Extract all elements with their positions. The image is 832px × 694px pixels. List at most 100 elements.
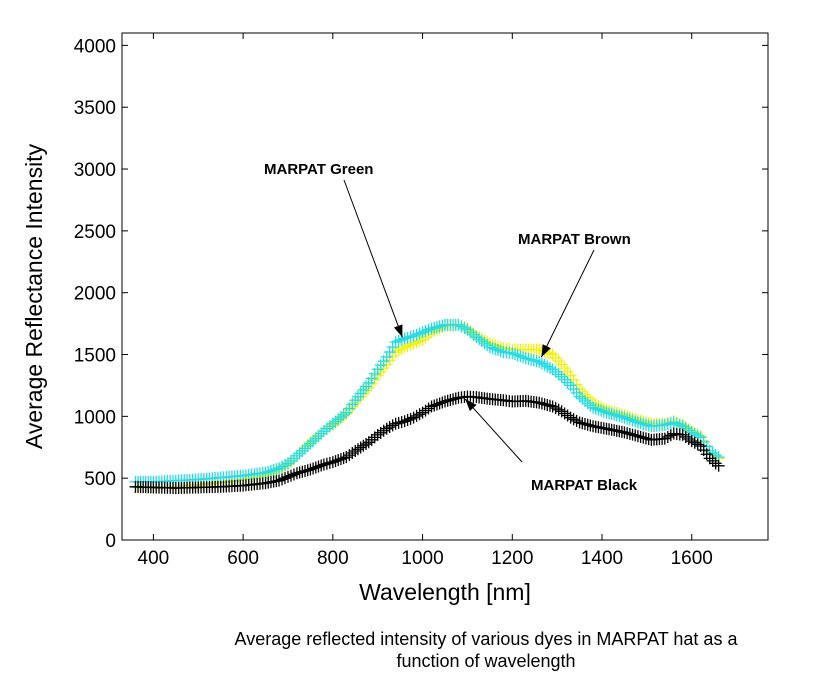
data-point bbox=[284, 469, 297, 482]
data-point bbox=[600, 406, 613, 419]
data-point bbox=[589, 402, 602, 415]
arrow-head bbox=[465, 399, 477, 411]
data-point bbox=[546, 348, 559, 361]
data-point bbox=[422, 402, 435, 415]
y-tick-label: 2500 bbox=[74, 222, 116, 243]
data-point bbox=[281, 457, 294, 470]
data-point bbox=[293, 466, 306, 479]
data-point bbox=[555, 370, 568, 383]
data-point bbox=[549, 351, 562, 364]
data-point bbox=[419, 325, 432, 338]
x-tick-label: 1600 bbox=[671, 548, 713, 569]
data-point bbox=[278, 472, 291, 485]
data-point bbox=[486, 342, 499, 355]
y-tick-label: 3000 bbox=[74, 160, 116, 181]
data-point bbox=[301, 440, 314, 453]
data-point bbox=[389, 417, 402, 430]
data-point bbox=[398, 332, 411, 345]
data-point bbox=[489, 343, 502, 356]
data-point bbox=[334, 453, 347, 466]
annotation-arrow bbox=[343, 179, 403, 338]
data-point bbox=[273, 474, 286, 487]
annotation-label: MARPAT Black bbox=[531, 477, 638, 494]
data-point bbox=[307, 435, 320, 448]
data-point bbox=[587, 401, 600, 414]
data-point bbox=[623, 427, 636, 440]
data-point bbox=[527, 354, 540, 367]
data-point bbox=[670, 417, 683, 430]
data-point bbox=[395, 416, 408, 429]
data-point bbox=[506, 347, 519, 360]
data-point bbox=[706, 454, 719, 467]
data-point bbox=[522, 352, 535, 365]
figure-caption: Average reflected intensity of various d… bbox=[234, 629, 738, 671]
data-point bbox=[608, 408, 621, 421]
data-point bbox=[626, 414, 639, 427]
data-point bbox=[483, 341, 496, 354]
data-point bbox=[613, 410, 626, 423]
data-point bbox=[407, 329, 420, 342]
x-tick-label: 400 bbox=[138, 548, 170, 569]
data-point bbox=[447, 393, 460, 406]
data-point bbox=[541, 360, 554, 373]
data-point bbox=[276, 473, 289, 486]
data-point bbox=[354, 387, 367, 400]
data-point bbox=[623, 413, 636, 426]
data-point bbox=[433, 397, 446, 410]
data-point bbox=[618, 411, 631, 424]
data-point bbox=[383, 421, 396, 434]
data-point bbox=[323, 420, 336, 433]
data-point bbox=[584, 419, 597, 432]
x-tick-label: 1000 bbox=[401, 548, 443, 569]
data-point bbox=[389, 336, 402, 349]
data-point bbox=[290, 467, 303, 480]
annotation-arrow bbox=[464, 398, 523, 463]
data-point bbox=[422, 323, 435, 336]
data-point bbox=[264, 464, 277, 477]
data-point bbox=[439, 395, 451, 408]
data-point bbox=[287, 468, 300, 481]
data-point bbox=[425, 400, 438, 413]
data-point bbox=[549, 365, 562, 378]
data-point bbox=[508, 348, 521, 361]
data-point bbox=[452, 318, 465, 331]
data-point bbox=[667, 416, 680, 429]
series-layer bbox=[129, 318, 725, 495]
data-point bbox=[290, 449, 303, 462]
data-point bbox=[323, 456, 336, 469]
series-marpat-black bbox=[129, 390, 725, 495]
data-point bbox=[629, 415, 642, 428]
data-point bbox=[658, 432, 671, 445]
data-point bbox=[320, 422, 333, 435]
data-point bbox=[558, 373, 571, 386]
data-point bbox=[304, 437, 317, 450]
data-point bbox=[615, 410, 628, 423]
data-point bbox=[309, 461, 322, 474]
x-axis-title: Wavelength [nm] bbox=[359, 579, 531, 605]
data-point bbox=[597, 405, 610, 418]
data-point bbox=[410, 409, 423, 422]
data-point bbox=[362, 436, 375, 449]
data-point bbox=[436, 319, 449, 332]
data-point bbox=[380, 350, 393, 363]
data-point bbox=[449, 392, 462, 405]
data-point bbox=[621, 427, 634, 440]
data-point bbox=[380, 422, 393, 435]
data-point bbox=[685, 435, 698, 448]
data-point bbox=[712, 459, 725, 472]
data-point bbox=[618, 426, 631, 439]
data-point bbox=[386, 419, 399, 432]
data-point bbox=[354, 441, 367, 454]
y-tick-label: 1500 bbox=[74, 346, 116, 367]
data-point bbox=[584, 399, 597, 412]
y-tick-label: 1000 bbox=[74, 407, 116, 428]
data-point bbox=[425, 322, 438, 335]
data-point bbox=[312, 430, 325, 443]
data-point bbox=[564, 411, 577, 424]
data-point bbox=[430, 321, 443, 334]
data-point bbox=[337, 408, 350, 421]
annotation-arrow bbox=[541, 249, 595, 358]
data-point bbox=[293, 447, 306, 460]
data-point bbox=[270, 463, 283, 476]
data-point bbox=[639, 418, 652, 431]
